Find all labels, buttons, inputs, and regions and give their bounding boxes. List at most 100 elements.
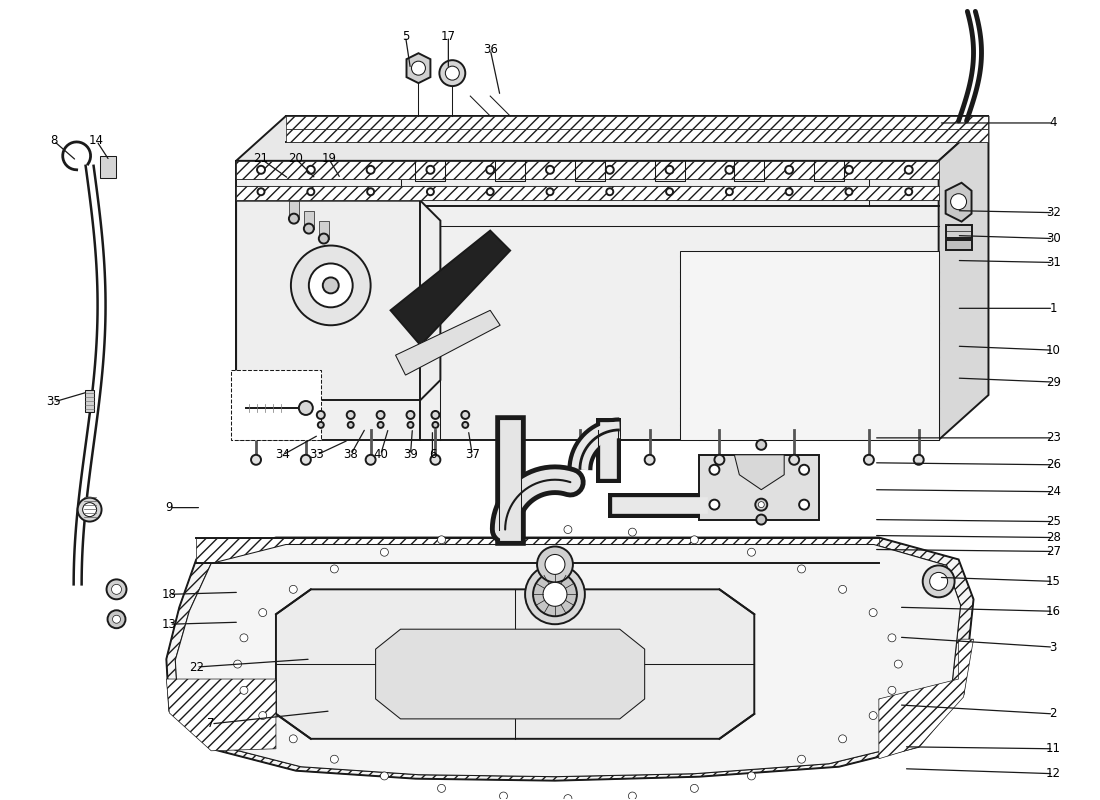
Circle shape [725,166,734,174]
Polygon shape [396,310,500,375]
Circle shape [317,411,324,419]
Circle shape [950,194,967,210]
Circle shape [462,422,469,428]
Circle shape [233,660,242,668]
Polygon shape [286,116,989,129]
Polygon shape [407,54,430,83]
Text: 34: 34 [275,448,290,462]
Circle shape [319,234,329,243]
Circle shape [547,188,553,195]
Bar [196,538,879,563]
Circle shape [534,572,576,616]
Text: 27: 27 [1046,545,1060,558]
Text: 7: 7 [208,718,214,730]
Circle shape [438,536,446,544]
Text: 39: 39 [403,448,418,462]
Circle shape [799,500,810,510]
Bar [319,221,329,238]
Circle shape [486,166,494,174]
Bar [236,161,938,178]
Circle shape [407,411,415,419]
Circle shape [304,224,313,234]
Bar [946,225,971,238]
Text: 15: 15 [1046,575,1060,588]
Circle shape [439,60,465,86]
Circle shape [427,188,433,195]
Polygon shape [938,116,989,440]
Text: 1: 1 [1049,302,1057,315]
Polygon shape [236,201,440,400]
Circle shape [346,411,354,419]
Polygon shape [166,538,974,781]
Text: 3: 3 [1049,641,1057,654]
Circle shape [628,528,637,536]
Text: eurospareparts: eurospareparts [252,257,590,364]
Bar [100,156,116,178]
Text: 31: 31 [1046,256,1060,269]
Circle shape [564,526,572,534]
Circle shape [785,166,793,174]
Circle shape [330,755,339,763]
Circle shape [381,548,388,556]
Text: 29: 29 [1046,375,1060,389]
Text: 21: 21 [253,152,268,166]
Circle shape [544,554,565,574]
Text: 40: 40 [373,448,388,462]
Circle shape [500,455,510,465]
Circle shape [930,572,947,590]
Circle shape [381,772,388,780]
Circle shape [411,61,426,75]
Circle shape [299,401,312,415]
Polygon shape [735,455,784,490]
Text: 24: 24 [1046,485,1060,498]
Text: eurospareparts: eurospareparts [292,566,629,673]
Circle shape [438,784,446,792]
Circle shape [289,735,297,743]
Circle shape [757,514,767,525]
Circle shape [864,455,873,465]
Bar [304,210,313,229]
Circle shape [365,455,375,465]
Circle shape [461,411,470,419]
Polygon shape [166,679,276,750]
Circle shape [869,609,877,617]
Text: 33: 33 [309,448,324,462]
Text: 23: 23 [1046,431,1060,444]
Circle shape [258,609,266,617]
Circle shape [726,188,733,195]
Text: 20: 20 [288,152,304,166]
Circle shape [789,455,799,465]
Circle shape [111,584,121,594]
Circle shape [710,500,719,510]
Text: 25: 25 [1046,515,1060,528]
Circle shape [666,166,673,174]
Polygon shape [236,116,989,161]
Circle shape [546,166,554,174]
Circle shape [432,422,439,428]
Circle shape [307,166,315,174]
Text: 10: 10 [1046,344,1060,357]
Text: 17: 17 [441,30,455,42]
Circle shape [309,263,353,307]
Polygon shape [700,455,820,519]
Circle shape [430,455,440,465]
Circle shape [322,278,339,294]
Polygon shape [375,630,645,719]
Circle shape [499,792,507,800]
Circle shape [748,772,756,780]
Circle shape [798,755,805,763]
Circle shape [628,792,637,800]
Circle shape [107,579,126,599]
Circle shape [564,794,572,800]
Text: 37: 37 [465,448,480,462]
Circle shape [543,582,566,606]
Circle shape [923,566,955,598]
Circle shape [330,565,339,573]
Circle shape [257,188,264,195]
Polygon shape [286,129,989,142]
Circle shape [575,455,585,465]
Circle shape [846,188,852,195]
Text: 22: 22 [189,661,204,674]
Text: 14: 14 [89,134,104,147]
Polygon shape [276,590,755,739]
